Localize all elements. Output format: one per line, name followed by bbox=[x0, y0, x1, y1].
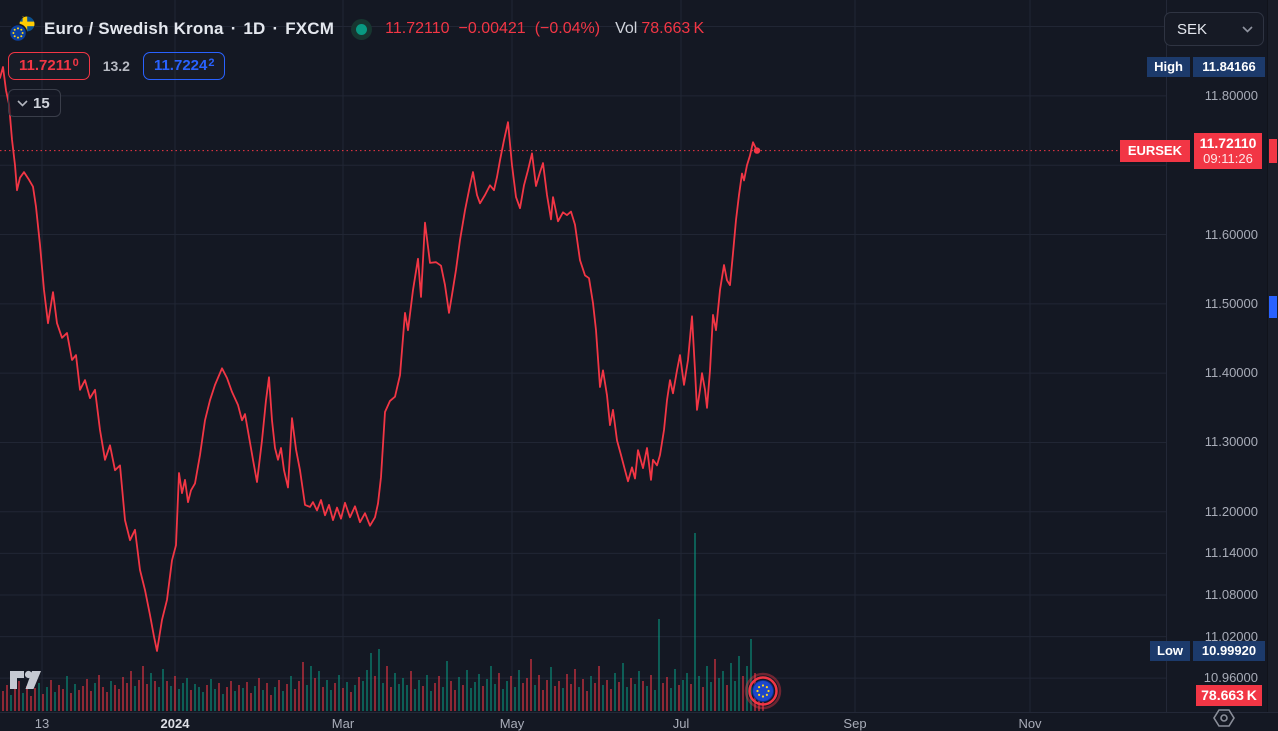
price-tick-label: 11.08000 bbox=[1204, 586, 1258, 602]
symbol-title[interactable]: Euro / Swedish Krona bbox=[44, 19, 224, 38]
chevron-down-icon bbox=[1242, 25, 1253, 33]
vol-value: 78.663 K bbox=[641, 20, 705, 37]
legend-last-price: 11.72110 bbox=[385, 20, 450, 37]
title-separator: · bbox=[272, 19, 279, 38]
last-point-dot bbox=[753, 147, 761, 154]
title-separator: · bbox=[230, 19, 237, 38]
high-badge-value: 11.84166 bbox=[1193, 57, 1265, 77]
ask-price-fraction: 2 bbox=[208, 57, 215, 69]
low-badge-label: Low bbox=[1150, 640, 1190, 661]
bid-price: 11.7211 bbox=[19, 57, 72, 74]
high-badge-label: High bbox=[1147, 57, 1190, 77]
price-scale-scrollbar[interactable] bbox=[1267, 0, 1278, 712]
time-tick-label: 2024 bbox=[160, 716, 190, 731]
symbol-flags-icon bbox=[8, 14, 38, 44]
tradingview-logo[interactable] bbox=[8, 668, 42, 697]
price-tick-label: 11.40000 bbox=[1204, 365, 1258, 381]
exchange-label[interactable]: FXCM bbox=[285, 19, 335, 38]
ticker-tag: EURSEK bbox=[1119, 139, 1190, 162]
bid-price-fraction: 0 bbox=[72, 57, 79, 69]
time-tick-label: Mar bbox=[331, 716, 355, 731]
last-price-value: 11.72110 bbox=[1199, 134, 1257, 151]
time-tick-label: Nov bbox=[1018, 716, 1042, 731]
low-price-badge: Low 10.99920 bbox=[1150, 640, 1265, 661]
time-axis-settings-icon[interactable] bbox=[1213, 708, 1235, 731]
low-badge-value: 10.99920 bbox=[1193, 640, 1265, 661]
legend-change-pct: (−0.04%) bbox=[534, 20, 601, 37]
price-axis-divider bbox=[1166, 0, 1167, 712]
time-axis-divider bbox=[0, 712, 1278, 713]
time-tick-label: May bbox=[499, 716, 525, 731]
price-tick-label: 11.14000 bbox=[1204, 545, 1258, 561]
eu-flag-marker bbox=[744, 672, 782, 710]
high-price-badge: High 11.84166 bbox=[1147, 57, 1265, 77]
price-tick-label: 11.80000 bbox=[1204, 87, 1258, 103]
time-tick-label: 13 bbox=[34, 716, 50, 731]
vol-label: Vol bbox=[615, 20, 638, 37]
time-tick-label: Sep bbox=[843, 716, 867, 731]
currency-dropdown-value: SEK bbox=[1177, 20, 1208, 38]
interval-label[interactable]: 1D bbox=[243, 19, 266, 38]
bar-countdown: 09:11:26 bbox=[1203, 150, 1253, 166]
price-tick-label: 11.20000 bbox=[1204, 503, 1258, 519]
buy-ask-button[interactable]: 11.7224 2 bbox=[142, 52, 226, 80]
scrollbar-last-price-marker bbox=[1269, 138, 1277, 163]
legend-change: −0.00421 bbox=[458, 20, 526, 37]
volume-bars bbox=[2, 533, 764, 711]
indicator-collapse-button[interactable]: 15 bbox=[8, 89, 61, 117]
price-tick-label: 10.96000 bbox=[1203, 670, 1258, 686]
last-price-label: EURSEK 11.72110 09:11:26 bbox=[1119, 132, 1262, 169]
flag-euro-icon bbox=[8, 23, 28, 43]
market-status-dot[interactable] bbox=[356, 23, 368, 35]
indicator-value: 15 bbox=[33, 94, 50, 112]
volume-value-badge: 78.663 K bbox=[1196, 685, 1262, 706]
time-tick-label: Jul bbox=[672, 716, 690, 731]
price-line bbox=[0, 66, 758, 652]
gridlines bbox=[0, 0, 1166, 712]
currency-dropdown[interactable]: SEK bbox=[1164, 12, 1264, 46]
price-tick-label: 11.02000 bbox=[1204, 628, 1258, 644]
sell-bid-button[interactable]: 11.7211 0 bbox=[8, 52, 90, 80]
price-tick-label: 11.60000 bbox=[1204, 226, 1258, 242]
spread-value: 13.2 bbox=[102, 58, 130, 74]
chevron-down-icon bbox=[17, 99, 28, 107]
ask-price: 11.7224 bbox=[153, 57, 208, 74]
scrollbar-range-marker bbox=[1269, 296, 1277, 318]
legend: Euro / Swedish Krona · 1D · FXCM 11.7211… bbox=[8, 14, 704, 117]
price-tick-label: 11.50000 bbox=[1204, 295, 1258, 311]
price-tick-label: 11.30000 bbox=[1204, 434, 1258, 450]
